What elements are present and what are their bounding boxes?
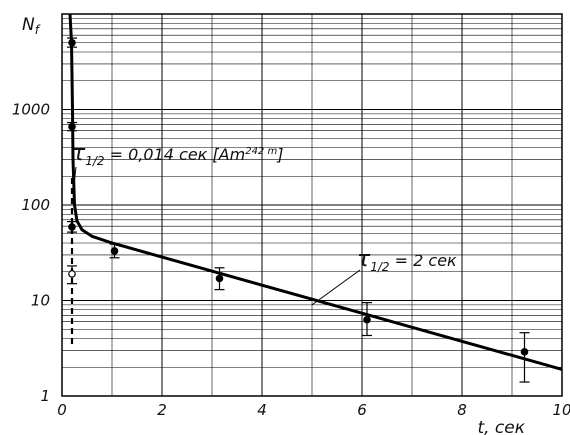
annotation-part: = 2 сек (390, 251, 457, 270)
annotation-leader (72, 166, 77, 195)
point-marker (68, 122, 76, 131)
annotation-part: 1/2 (370, 260, 389, 274)
y-tick-label: 100 (21, 196, 50, 214)
point-marker (68, 223, 76, 231)
point-marker (68, 38, 76, 47)
annotation-part: τ (72, 141, 86, 166)
x-tick-label: 4 (257, 401, 267, 419)
data-points (67, 37, 530, 383)
point-marker (68, 270, 76, 278)
y-tick-label: 10 (31, 292, 50, 310)
y-axis-label: Nf (22, 15, 41, 37)
annotation-leader (311, 269, 361, 306)
x-tick-label: 8 (457, 401, 467, 419)
tick-labels: 0 2 4 6 8 10 1 10 100 1000 (12, 101, 570, 420)
x-tick-label: 2 (157, 401, 167, 419)
x-tick-label: 10 (552, 401, 570, 419)
x-tick-label: 0 (57, 401, 67, 419)
annotation-label: τ1/2 = 0,014 сек [Am242 m] (72, 141, 283, 168)
grid-lines (62, 14, 562, 396)
y-axis-label-sub: f (35, 23, 41, 37)
point-marker (110, 247, 119, 255)
data-point (67, 37, 77, 48)
y-tick-label: 1000 (12, 101, 50, 119)
fit-curve (68, 13, 563, 371)
annotation-part: τ (357, 247, 371, 272)
annotations: τ1/2 = 0,014 сек [Am242 m]τ1/2 = 2 сек (72, 141, 457, 306)
annotation-part: = 0,014 сек [Am (105, 145, 246, 164)
x-tick-label: 6 (357, 401, 367, 419)
data-point (214, 267, 225, 291)
annotation-part: ] (276, 145, 283, 164)
fit-curves (68, 13, 563, 371)
annotation-part: 242 m (245, 146, 277, 157)
data-point (67, 121, 77, 132)
point-marker (520, 348, 529, 356)
point-marker (363, 315, 371, 324)
y-tick-label: 1 (40, 387, 50, 405)
point-marker (215, 274, 224, 283)
data-point (109, 243, 120, 259)
data-point (67, 221, 77, 233)
data-point (67, 265, 77, 285)
data-point (362, 302, 372, 337)
annotation-label: τ1/2 = 2 сек (357, 247, 457, 274)
annotation-part: 1/2 (85, 154, 104, 168)
data-point (519, 332, 530, 383)
x-axis-label: t, сек (477, 418, 525, 435)
plot-frame (61, 13, 563, 397)
y-axis-label-main: N (22, 15, 35, 35)
